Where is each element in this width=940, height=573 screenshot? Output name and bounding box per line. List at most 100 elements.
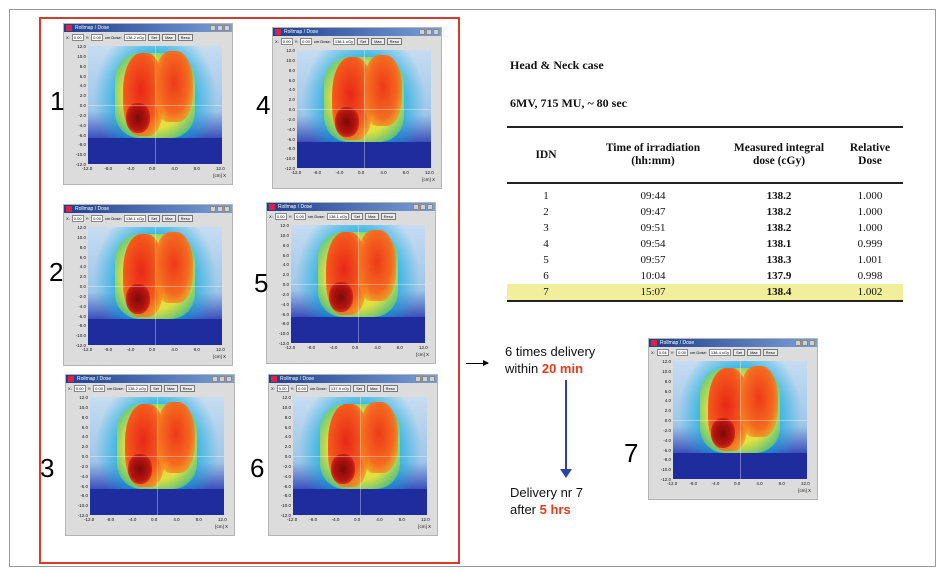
y-value-field[interactable]: 0.00 (93, 385, 105, 392)
max-button[interactable]: Max (371, 38, 385, 45)
second-delivery-note: Delivery nr 7 after 5 hrs (510, 484, 583, 518)
minimize-icon[interactable] (415, 376, 421, 382)
reso-button[interactable]: Reso (386, 38, 402, 45)
close-icon[interactable] (224, 206, 230, 212)
minimize-icon[interactable] (212, 376, 218, 382)
close-icon[interactable] (429, 376, 435, 382)
second-delivery-emphasis: 5 hrs (539, 502, 571, 517)
reso-button[interactable]: Reso (177, 215, 193, 222)
y-tick-label: -10.0 (77, 503, 88, 509)
y-tick-label: 2.0 (79, 274, 86, 280)
y-value-field[interactable]: 0.00 (296, 385, 308, 392)
maximize-icon[interactable] (219, 376, 225, 382)
y-label: Y: (290, 386, 295, 391)
y-value-field[interactable]: 0.00 (294, 213, 306, 220)
maximize-icon[interactable] (420, 204, 426, 210)
y-tick-label: 6.0 (79, 254, 86, 260)
max-button[interactable]: Max (164, 385, 178, 392)
x-value-field[interactable]: 0.00 (71, 215, 84, 222)
minimize-icon[interactable] (795, 340, 801, 346)
x-value-field[interactable]: 0.00 (73, 385, 86, 392)
y-value-field[interactable]: 0.00 (91, 34, 103, 41)
y-tick-label: -6.0 (78, 313, 86, 319)
max-button[interactable]: Max (367, 385, 381, 392)
minimize-icon[interactable] (419, 29, 425, 35)
dose-map-image (673, 361, 807, 479)
set-button[interactable]: Set (357, 38, 370, 45)
maximize-icon[interactable] (422, 376, 428, 382)
x-tick-label: 4.0 (376, 517, 383, 522)
dose-value-field[interactable]: 138.1 cGy (123, 215, 147, 222)
minimize-icon[interactable] (413, 204, 419, 210)
max-button[interactable]: Max (162, 215, 176, 222)
dose-value-field[interactable]: 138.1 cGy (326, 213, 350, 220)
minimize-icon[interactable] (210, 206, 216, 212)
window-title: Rollmap / Dose (77, 376, 112, 382)
y-tick-label: 10.0 (662, 368, 671, 374)
set-button[interactable]: Set (148, 215, 161, 222)
y-value-field[interactable]: 0.00 (91, 215, 103, 222)
y-tick-label: -6.0 (287, 136, 295, 142)
reso-button[interactable]: Reso (177, 34, 193, 41)
max-button[interactable]: Max (365, 213, 379, 220)
window-titlebar: Rollmap / Dose (273, 28, 441, 36)
close-icon[interactable] (224, 25, 230, 31)
reso-button[interactable]: Reso (380, 213, 396, 220)
x-tick-label: -4.0 (128, 517, 137, 522)
y-tick-label: -8.0 (287, 146, 295, 152)
y-value-field[interactable]: 0.00 (300, 38, 312, 45)
dose-map-image (88, 46, 222, 164)
reso-button[interactable]: Reso (382, 385, 398, 392)
dose-value-field[interactable]: 138.2 cGy (125, 385, 149, 392)
dose-value-field[interactable]: 138.4 cGy (708, 349, 732, 356)
close-icon[interactable] (809, 340, 815, 346)
close-icon[interactable] (226, 376, 232, 382)
max-button[interactable]: Max (162, 34, 176, 41)
window-titlebar: Rollmap / Dose (269, 375, 437, 383)
x-axis-unit: [cm] X (416, 352, 429, 357)
set-button[interactable]: Set (148, 34, 161, 41)
close-icon[interactable] (433, 29, 439, 35)
y-tick-label: -6.0 (281, 311, 289, 317)
set-button[interactable]: Set (353, 385, 366, 392)
dose-value-field[interactable]: 138.2 cGy (123, 34, 147, 41)
header-relative: Relative Dose (849, 142, 891, 167)
maximize-icon[interactable] (426, 29, 432, 35)
cell-time: 09:54 (640, 238, 666, 250)
y-value-field[interactable]: 0.00 (676, 349, 688, 356)
x-tick-label: -8.0 (313, 170, 322, 175)
y-tick-label: -6.0 (663, 447, 671, 453)
set-button[interactable]: Set (150, 385, 163, 392)
dose-map-layer (360, 401, 398, 473)
reso-button[interactable]: Reso (762, 349, 778, 356)
y-tick-label: -10.0 (75, 152, 86, 158)
maximize-icon[interactable] (217, 25, 223, 31)
dose-map-layer (673, 420, 807, 421)
y-tick-label: 8.0 (79, 63, 86, 69)
cell-idn: 3 (543, 222, 549, 234)
maximize-icon[interactable] (802, 340, 808, 346)
maximize-icon[interactable] (217, 206, 223, 212)
close-icon[interactable] (427, 204, 433, 210)
x-value-field[interactable]: 0.00 (280, 38, 293, 45)
y-tick-label: 4.0 (664, 398, 671, 404)
x-axis-unit: [cm] X (798, 488, 811, 493)
set-button[interactable]: Set (351, 213, 364, 220)
dose-value-field[interactable]: 138.1 cGy (332, 38, 356, 45)
x-value-field[interactable]: 0.00 (276, 385, 289, 392)
y-tick-label: -8.0 (80, 493, 88, 499)
x-value-field[interactable]: 0.00 (71, 34, 84, 41)
x-value-field[interactable]: 0.00 (274, 213, 287, 220)
delivery-note-line1: 6 times delivery (505, 344, 596, 359)
set-button[interactable]: Set (733, 349, 746, 356)
unit-dose-label: cm Dose: (689, 350, 707, 355)
minimize-icon[interactable] (210, 25, 216, 31)
panel-number-7: 7 (624, 438, 639, 468)
dose-map-layer (360, 397, 361, 515)
dose-map-layer (330, 453, 355, 485)
reso-button[interactable]: Reso (179, 385, 195, 392)
dose-value-field[interactable]: 137.9 cGy (328, 385, 352, 392)
max-button[interactable]: Max (747, 349, 761, 356)
x-tick-label: 0.0 (151, 517, 158, 522)
x-value-field[interactable]: 0.04 (656, 349, 669, 356)
